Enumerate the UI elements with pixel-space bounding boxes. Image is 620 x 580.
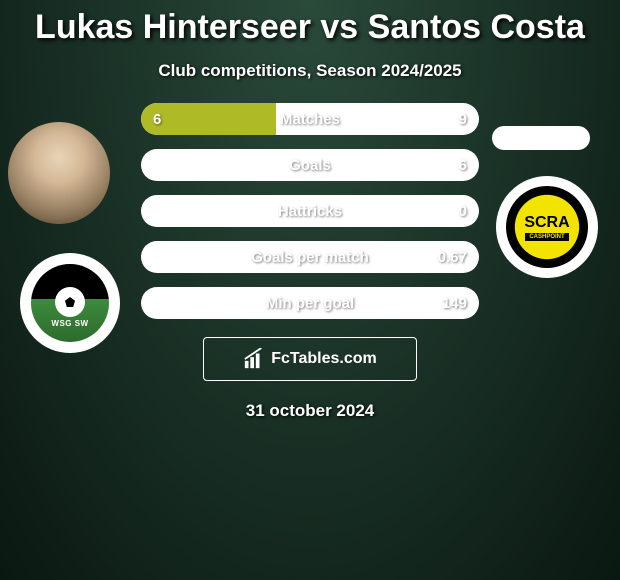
club-badge-right: SCRA CASHPOINT [496, 176, 598, 278]
date-label: 31 october 2024 [0, 401, 620, 421]
stat-row: 6 Matches 9 [141, 103, 479, 135]
stat-right-value: 0.67 [438, 249, 467, 266]
bar-chart-icon [243, 348, 265, 370]
stat-right-value: 9 [459, 111, 467, 128]
stat-row: Goals per match 0.67 [141, 241, 479, 273]
stat-label: Matches [141, 111, 479, 128]
stat-right-value: 6 [459, 157, 467, 174]
soccer-ball-icon [55, 287, 85, 317]
stat-label: Hattricks [141, 203, 479, 220]
stat-label: Goals [141, 157, 479, 174]
page-title: Lukas Hinterseer vs Santos Costa [0, 0, 620, 47]
stat-row: Hattricks 0 [141, 195, 479, 227]
brand-box: FcTables.com [203, 337, 417, 381]
club-badge-left-label: WSG SW [51, 319, 88, 328]
stat-row: Min per goal 149 [141, 287, 479, 319]
stat-right-value: 0 [459, 203, 467, 220]
subtitle: Club competitions, Season 2024/2025 [0, 61, 620, 81]
club-badge-right-main: SCRA [524, 214, 569, 232]
player-left-avatar [8, 122, 110, 224]
stat-row: Goals 6 [141, 149, 479, 181]
club-badge-right-tag: CASHPOINT [525, 233, 568, 241]
player-right-avatar [492, 126, 590, 150]
stat-label: Min per goal [141, 295, 479, 312]
club-badge-left: WSG SW [20, 253, 120, 353]
stat-right-value: 149 [442, 295, 467, 312]
brand-label: FcTables.com [271, 350, 377, 368]
stat-label: Goals per match [141, 249, 479, 266]
